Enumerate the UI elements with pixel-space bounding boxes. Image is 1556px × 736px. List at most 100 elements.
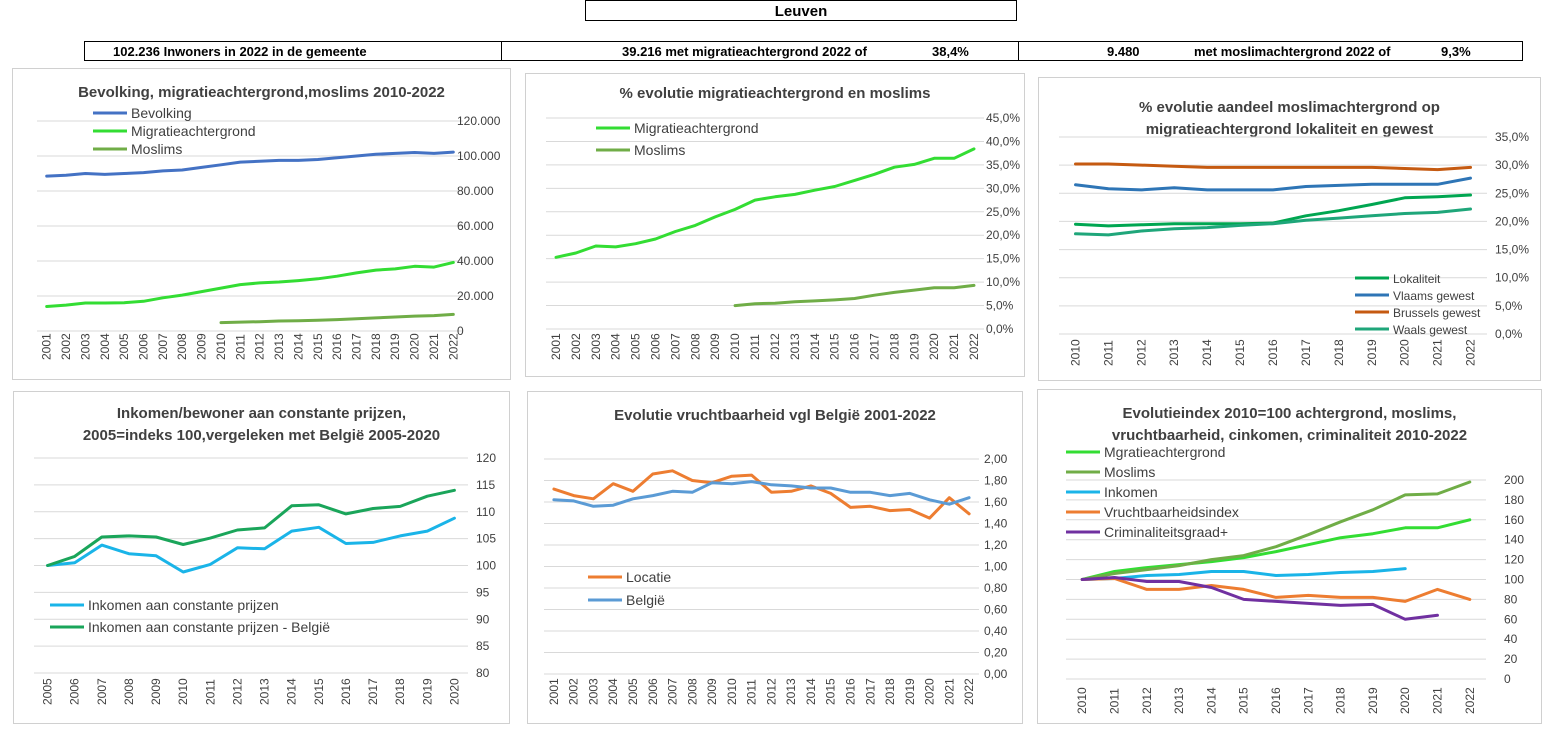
- c6-legend-label: Vruchtbaarheidsindex: [1104, 504, 1239, 520]
- c2-svg: % evolutie migratieachtergrond en moslim…: [546, 85, 1020, 360]
- c4-legend-label: Inkomen aan constante prijzen - België: [88, 619, 330, 635]
- c1-ytick-label: 40.000: [457, 254, 494, 268]
- c2-ytick-label: 10,0%: [986, 275, 1020, 289]
- c5-xtick-label: 2007: [666, 678, 680, 705]
- c1-ytick-label: 0: [457, 324, 464, 338]
- c2-xtick-label: 2003: [589, 333, 603, 360]
- c5-series-line-1: [552, 480, 971, 508]
- c4-ytick-label: 105: [476, 532, 496, 546]
- c2-xtick-label: 2022: [967, 333, 981, 360]
- c4-xtick-label: 2006: [68, 678, 82, 705]
- c2-legend-label: Migratieachtergrond: [634, 120, 759, 136]
- c2-ytick-label: 45,0%: [986, 111, 1020, 125]
- c3-title-line: % evolutie aandeel moslimachtergrond op: [1139, 99, 1440, 116]
- chart-population-panel: Bevolking, migratieachtergrond,moslims 2…: [12, 68, 511, 380]
- c5-xtick-label: 2010: [725, 678, 739, 705]
- c1-ytick-label: 20.000: [457, 289, 494, 303]
- c2-xtick-label: 2005: [629, 333, 643, 360]
- c3-xtick-label: 2022: [1464, 339, 1478, 366]
- c2-ytick-label: 15,0%: [986, 252, 1020, 266]
- c6-xtick-label: 2012: [1140, 687, 1154, 714]
- chart-percentage-panel: % evolutie migratieachtergrond en moslim…: [525, 73, 1025, 377]
- c2-series-line-1: [733, 283, 976, 308]
- c4-ytick-label: 115: [476, 478, 495, 492]
- c4-legend-label: Inkomen aan constante prijzen: [88, 597, 279, 613]
- c1-ytick-label: 120.000: [457, 114, 501, 128]
- c5-xtick-label: 2015: [824, 678, 838, 705]
- c1-xtick-label: 2001: [40, 333, 54, 360]
- c4-ytick-label: 95: [476, 585, 490, 599]
- c3-xtick-label: 2013: [1167, 339, 1181, 366]
- c3-ytick-label: 30,0%: [1495, 158, 1529, 172]
- c2-xtick-label: 2007: [668, 333, 682, 360]
- c3-legend-label: Vlaams gewest: [1393, 289, 1475, 303]
- c2-xtick-label: 2010: [728, 333, 742, 360]
- c3-xtick-label: 2018: [1332, 339, 1346, 366]
- c6-ytick-label: 40: [1504, 632, 1518, 646]
- c1-xtick-label: 2016: [330, 333, 344, 360]
- c5-ytick-label: 0,20: [984, 646, 1008, 660]
- c2-ytick-label: 35,0%: [986, 158, 1020, 172]
- c5-xtick-label: 2005: [626, 678, 640, 705]
- c6-xtick-label: 2018: [1334, 687, 1348, 714]
- c1-xtick-label: 2008: [175, 333, 189, 360]
- c3-xtick-label: 2010: [1068, 339, 1082, 366]
- c6-legend-label: Mgratieachtergrond: [1104, 444, 1225, 460]
- c5-legend-label: België: [626, 592, 665, 608]
- c5-xtick-label: 2003: [586, 678, 600, 705]
- c6-xtick-label: 2020: [1398, 687, 1412, 714]
- c6-ytick-label: 60: [1504, 612, 1518, 626]
- c1-ytick-label: 60.000: [457, 219, 494, 233]
- c6-xtick-label: 2011: [1107, 688, 1121, 714]
- c4-xtick-label: 2019: [420, 678, 434, 705]
- c6-xtick-label: 2016: [1269, 687, 1283, 714]
- c5-xtick-label: 2014: [804, 678, 818, 705]
- c4-svg: Inkomen/bewoner aan constante prijzen, 20…: [34, 405, 496, 705]
- c1-xtick-label: 2010: [214, 333, 228, 360]
- c6-series-line-3: [1080, 577, 1472, 603]
- c4-xtick-label: 2013: [258, 678, 272, 705]
- c6-series-line-4: [1080, 576, 1439, 621]
- c5-ytick-label: 1,00: [984, 560, 1008, 574]
- chart-share-region-panel: % evolutie aandeel moslimachtergrond op m…: [1038, 77, 1541, 381]
- c6-xtick-label: 2014: [1204, 687, 1218, 714]
- c2-xtick-label: 2001: [549, 333, 563, 360]
- c4-xtick-label: 2009: [149, 678, 163, 705]
- c1-ytick-label: 100.000: [457, 149, 501, 163]
- c5-ytick-label: 1,80: [984, 474, 1008, 488]
- c3-xtick-label: 2017: [1299, 339, 1313, 366]
- c3-ytick-label: 25,0%: [1495, 186, 1529, 200]
- c4-ytick-label: 85: [476, 639, 490, 653]
- header-migration-text: 39.216 met migratieachtergrond 2022 of: [622, 44, 867, 59]
- c5-ytick-label: 0,40: [984, 624, 1008, 638]
- c5-xtick-label: 2002: [567, 678, 581, 705]
- c3-ytick-label: 20,0%: [1495, 214, 1529, 228]
- c1-series-line-0: [45, 150, 455, 178]
- c2-xtick-label: 2019: [907, 333, 921, 360]
- c5-xtick-label: 2016: [843, 678, 857, 705]
- c2-xtick-label: 2004: [609, 333, 623, 360]
- c3-svg: % evolutie aandeel moslimachtergrond op m…: [1059, 99, 1529, 366]
- c2-ytick-label: 5,0%: [986, 299, 1014, 313]
- c3-series-line-2: [1074, 162, 1472, 172]
- c1-legend-label: Moslims: [131, 141, 182, 157]
- header-inhabitants-text: 102.236 Inwoners in 2022 in de gemeente: [113, 44, 367, 59]
- c2-xtick-label: 2002: [569, 333, 583, 360]
- c4-xtick-label: 2010: [176, 678, 190, 705]
- c3-series-line-1: [1074, 176, 1472, 192]
- c5-xtick-label: 2001: [547, 678, 561, 705]
- c5-xtick-label: 2020: [923, 678, 937, 705]
- c1-xtick-label: 2005: [117, 333, 131, 360]
- c2-xtick-label: 2006: [649, 333, 663, 360]
- c1-xtick-label: 2013: [272, 333, 286, 360]
- c6-ytick-label: 160: [1504, 513, 1524, 527]
- chart-income-panel: Inkomen/bewoner aan constante prijzen, 20…: [13, 391, 510, 724]
- c3-xtick-label: 2020: [1398, 339, 1412, 366]
- c1-xtick-label: 2017: [350, 333, 364, 360]
- c3-legend-label: Waals gewest: [1393, 323, 1468, 337]
- c2-xtick-label: 2016: [848, 333, 862, 360]
- c2-ytick-label: 40,0%: [986, 134, 1020, 148]
- c5-ytick-label: 0,80: [984, 581, 1008, 595]
- c2-xtick-label: 2012: [768, 333, 782, 360]
- c2-xtick-label: 2015: [828, 333, 842, 360]
